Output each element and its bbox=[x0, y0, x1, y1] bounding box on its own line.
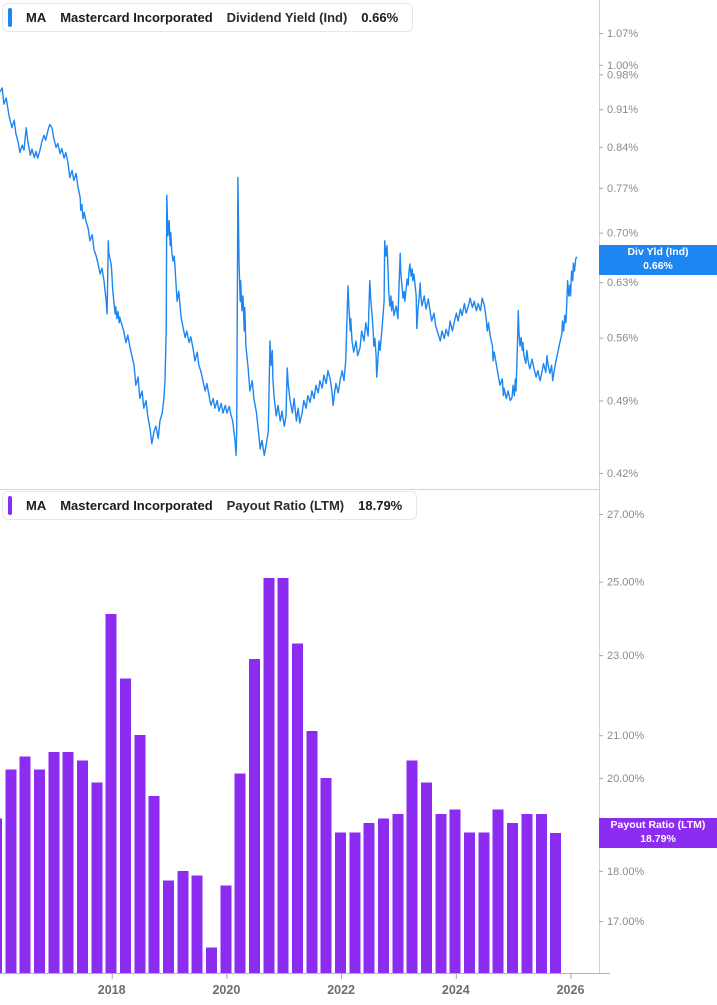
payout-ratio-bar[interactable] bbox=[378, 818, 389, 973]
payout-ratio-bar[interactable] bbox=[349, 832, 361, 974]
payout-ratio-bar[interactable] bbox=[492, 809, 504, 973]
dividend-yield-last-value-badge[interactable]: Div Yld (Ind) 0.66% bbox=[599, 245, 717, 275]
payout-ratio-bar[interactable] bbox=[163, 880, 174, 973]
y-axis-tick-label-top: 0.70% bbox=[607, 228, 638, 240]
payout-ratio-bar[interactable] bbox=[550, 833, 562, 973]
y-axis-tick-label-bottom: 27.00% bbox=[607, 509, 645, 521]
payout-ratio-bar[interactable] bbox=[191, 875, 203, 973]
x-axis-year-label: 2024 bbox=[442, 983, 470, 997]
payout-ratio-bar[interactable] bbox=[91, 782, 103, 974]
payout-ratio-bar[interactable] bbox=[449, 809, 461, 973]
metric-value: 0.66% bbox=[361, 10, 399, 25]
payout-ratio-bar[interactable] bbox=[33, 769, 45, 973]
bottom-chart-header[interactable]: MA Mastercard Incorporated Payout Ratio … bbox=[2, 491, 418, 520]
y-axis-tick-label-bottom: 18.00% bbox=[607, 866, 645, 878]
y-axis-tick-label-top: 0.98% bbox=[607, 69, 638, 81]
payout-ratio-bar[interactable] bbox=[148, 795, 160, 973]
payout-ratio-bar[interactable] bbox=[335, 832, 346, 974]
payout-ratio-bar[interactable] bbox=[134, 735, 146, 973]
metric-value: 18.79% bbox=[358, 498, 403, 513]
y-axis-tick-label-top: 0.56% bbox=[607, 333, 638, 345]
payout-ratio-bar[interactable] bbox=[77, 760, 88, 973]
payout-ratio-bar[interactable] bbox=[478, 832, 490, 974]
payout-ratio-bar[interactable] bbox=[177, 870, 189, 973]
payout-ratio-bar[interactable] bbox=[220, 885, 232, 973]
payout-ratio-bar[interactable] bbox=[62, 752, 74, 973]
ticker-symbol: MA bbox=[26, 498, 47, 513]
payout-ratio-bar[interactable] bbox=[521, 814, 533, 973]
x-axis-year-label: 2020 bbox=[212, 983, 240, 997]
payout-ratio-bar[interactable] bbox=[48, 752, 60, 973]
metric-name: Dividend Yield (Ind) bbox=[226, 10, 348, 25]
payout-ratio-bar[interactable] bbox=[421, 782, 433, 974]
payout-ratio-bar[interactable] bbox=[392, 814, 404, 973]
payout-ratio-bar[interactable] bbox=[120, 678, 131, 973]
y-axis-tick-label-top: 0.91% bbox=[607, 104, 638, 116]
payout-ratio-bar[interactable] bbox=[292, 643, 303, 973]
y-axis-tick-label-top: 0.77% bbox=[607, 183, 638, 195]
company-name: Mastercard Incorporated bbox=[60, 10, 213, 25]
x-axis-year-label: 2018 bbox=[98, 983, 126, 997]
y-axis-tick-label-top: 1.00% bbox=[607, 60, 638, 72]
payout-ratio-bar[interactable] bbox=[277, 578, 289, 973]
y-axis-tick-label-bottom: 23.00% bbox=[607, 650, 645, 662]
payout-ratio-bar[interactable] bbox=[19, 756, 31, 973]
payout-ratio-bar[interactable] bbox=[206, 947, 217, 973]
x-axis-year-label: 2026 bbox=[557, 983, 585, 997]
y-axis-tick-label-top: 0.42% bbox=[607, 468, 638, 480]
payout-ratio-bar[interactable] bbox=[234, 773, 246, 973]
ticker-accent-bar-purple bbox=[8, 496, 12, 515]
payout-ratio-bar[interactable] bbox=[263, 578, 275, 973]
badge-label: Payout Ratio (LTM) bbox=[610, 819, 706, 832]
y-axis-tick-label-bottom: 17.00% bbox=[607, 916, 645, 928]
y-axis-tick-label-top: 0.63% bbox=[607, 277, 638, 289]
payout-ratio-bar[interactable] bbox=[105, 614, 117, 973]
payout-ratio-bar[interactable] bbox=[320, 778, 332, 973]
y-axis-tick-label-top: 1.07% bbox=[607, 28, 638, 40]
badge-value: 0.66% bbox=[643, 260, 673, 272]
ticker-accent-bar-blue bbox=[8, 8, 12, 27]
y-axis-tick-label-bottom: 21.00% bbox=[607, 730, 645, 742]
payout-ratio-bar[interactable] bbox=[435, 814, 447, 973]
dividend-yield-line[interactable] bbox=[0, 87, 578, 457]
payout-ratio-bar[interactable] bbox=[464, 832, 476, 974]
y-axis-tick-label-bottom: 25.00% bbox=[607, 577, 645, 589]
x-axis-year-label: 2022 bbox=[327, 983, 355, 997]
y-axis-tick-label-top: 0.84% bbox=[607, 142, 638, 154]
payout-ratio-bar[interactable] bbox=[0, 818, 2, 973]
payout-ratio-bar[interactable] bbox=[249, 658, 260, 973]
top-chart-header[interactable]: MA Mastercard Incorporated Dividend Yiel… bbox=[2, 3, 414, 32]
payout-ratio-last-value-badge[interactable]: Payout Ratio (LTM) 18.79% bbox=[599, 818, 717, 848]
payout-ratio-bar[interactable] bbox=[507, 823, 519, 973]
payout-ratio-bar[interactable] bbox=[535, 814, 547, 973]
badge-label: Div Yld (Ind) bbox=[627, 246, 689, 259]
payout-ratio-bar[interactable] bbox=[363, 823, 375, 973]
company-name: Mastercard Incorporated bbox=[60, 498, 213, 513]
payout-ratio-bar[interactable] bbox=[306, 731, 318, 973]
y-axis-tick-label-bottom: 20.00% bbox=[607, 773, 645, 785]
payout-ratio-bar[interactable] bbox=[406, 760, 418, 973]
badge-value: 18.79% bbox=[640, 833, 676, 845]
ticker-symbol: MA bbox=[26, 10, 47, 25]
metric-name: Payout Ratio (LTM) bbox=[226, 498, 345, 513]
payout-ratio-bar[interactable] bbox=[5, 769, 17, 973]
y-axis-tick-label-top: 0.49% bbox=[607, 395, 638, 407]
